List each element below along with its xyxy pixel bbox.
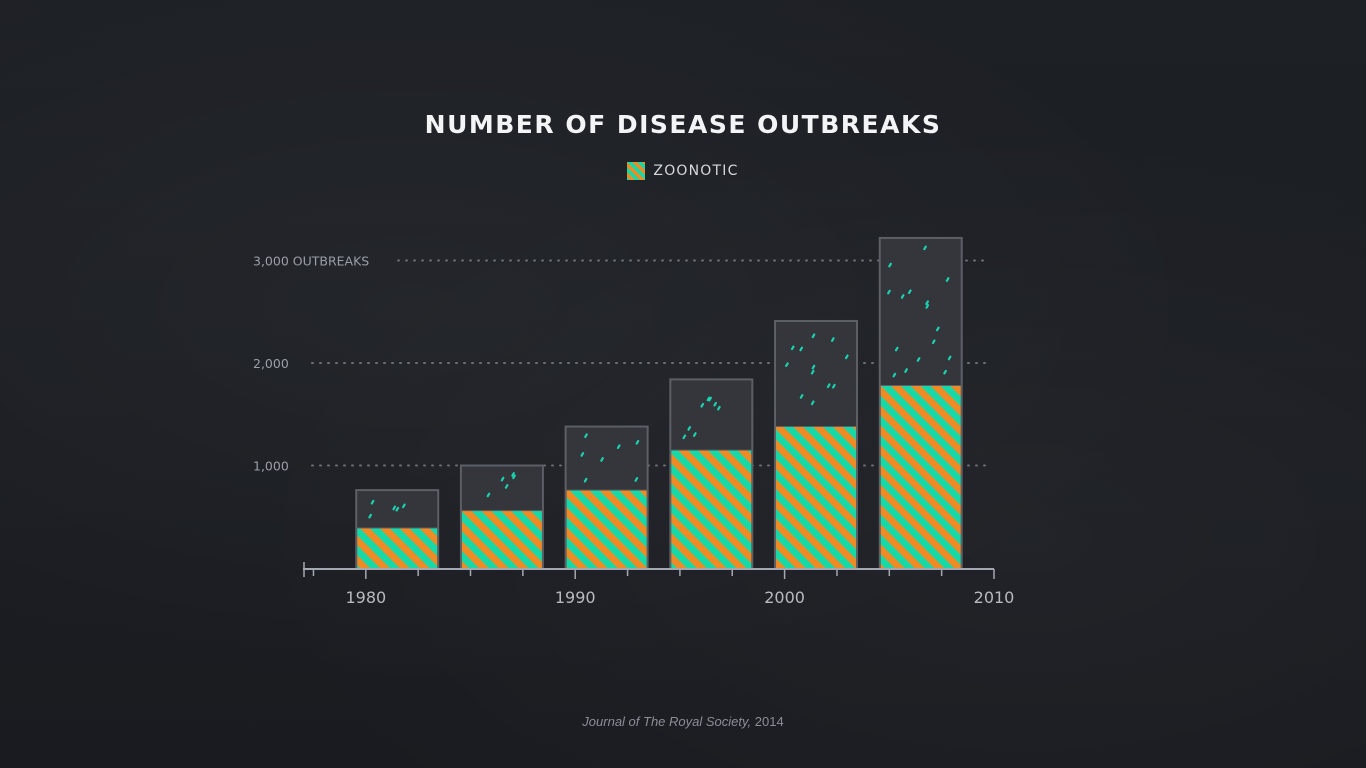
y-tick-label: 1,000 [253,459,289,474]
bar-dot [635,439,640,445]
bar-dot [580,452,585,457]
bar-dot [486,492,491,498]
gridlines: 1,000 2,000 3,000 OUTBREAKS [253,254,991,474]
bar-zoonotic [776,426,857,568]
y-tick-label: 3,000 OUTBREAKS [253,254,369,269]
bar-dot [925,300,929,306]
bar-dot [600,457,604,462]
bar-dot [504,484,509,489]
legend-label-zoonotic: ZOONOTIC [653,163,739,179]
bar-dot [500,476,505,482]
bar-dot [717,405,721,411]
bar-dot [713,401,718,407]
bar-dot [799,394,804,399]
bar-dot [616,444,621,450]
x-tick-label: 1990 [555,588,596,607]
bar-dot [826,383,831,389]
bar-dot [512,474,516,480]
x-tick-label: 2000 [764,588,805,607]
bar-dot [700,402,705,408]
bar-dot [916,357,921,362]
bar-dot [392,505,397,511]
bar-dot [368,513,373,519]
bar-dot [395,506,400,512]
bar-zoonotic [566,490,647,568]
bar-dot [904,368,908,373]
bar-dot [687,426,692,431]
bar-dot [811,333,816,339]
bar-dot [692,432,697,437]
bar-dot [892,372,897,378]
y-tick-label: 2,000 [253,356,289,371]
bar-dot [634,477,639,482]
chart-title: NUMBER OF DISEASE OUTBREAKS [424,110,942,139]
bar-dot [907,289,912,295]
bar-dot [790,345,795,351]
bars [355,236,963,570]
bar-dot [706,396,711,402]
chart-legend: ZOONOTIC [0,162,1366,180]
bar-dot [945,277,950,282]
bar-dot [799,346,804,352]
source-journal: Journal of The Royal Society, [582,714,752,729]
bar-dot [935,326,940,332]
x-tick-label: 1980 [345,588,386,607]
bar-dot [887,289,891,295]
bar-dot [370,499,375,505]
legend-swatch-zoonotic [627,162,646,180]
bar-dot [931,339,936,345]
bar-dot [900,294,905,299]
bar-dot [811,364,816,370]
bar-dot [682,434,687,440]
bar-zoonotic [461,510,542,568]
bar-dot [925,304,930,309]
bar-dot [402,503,406,509]
bar-dot [785,362,789,368]
x-tick-label: 2010 [974,588,1015,607]
bar-dot [708,396,712,402]
bar-dot [947,355,952,361]
bar-dot [584,433,588,439]
bar-dot [923,245,927,251]
source-year: 2014 [754,714,784,729]
bar-dot [810,369,815,375]
bar-dot [583,477,588,483]
bar-dot [832,383,836,389]
bar-dot [511,472,515,477]
bar-dot [888,262,892,268]
bar-dot [943,369,947,375]
source-citation: Journal of The Royal Society, 2014 [0,714,1366,729]
bar-zoonotic [880,385,961,568]
bar-dot [810,400,815,406]
bar-dot [844,354,849,360]
x-axis: 1980 1990 2000 2010 [303,562,1014,607]
bar-zoonotic [671,450,752,568]
bar-dot [894,346,899,352]
bar-zoonotic [357,528,438,568]
bar-dot [830,337,835,342]
